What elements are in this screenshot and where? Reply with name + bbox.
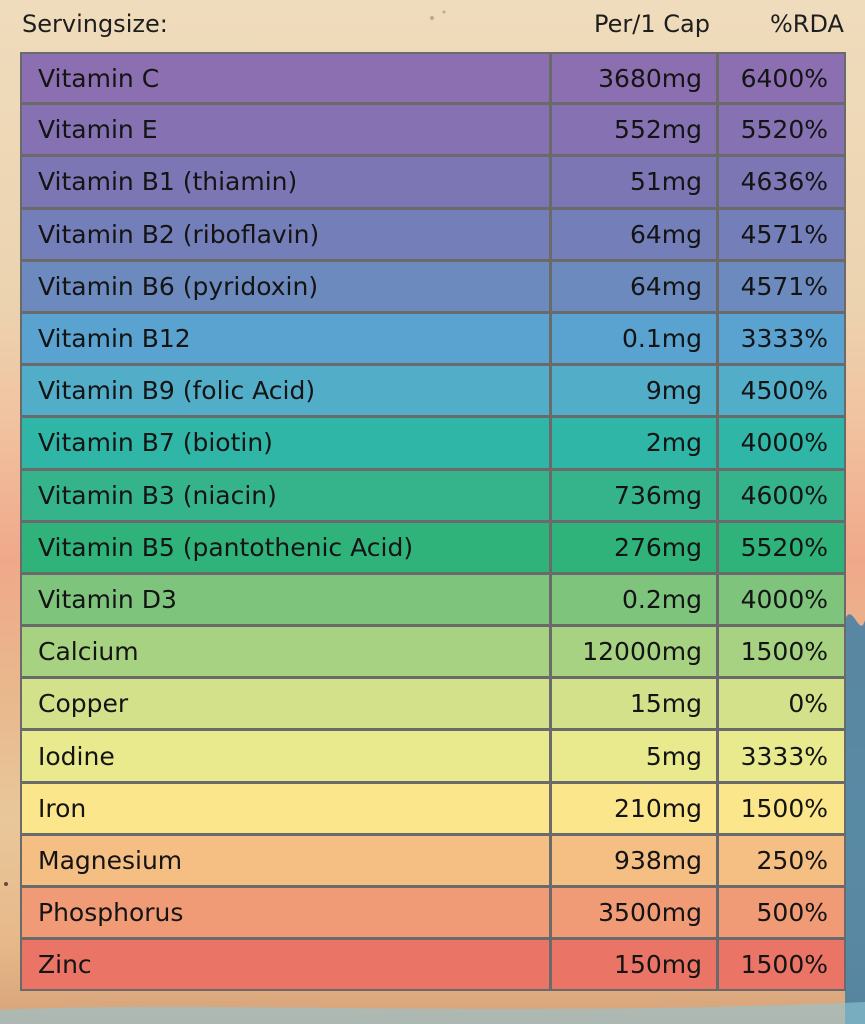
rda-cell: 250% <box>717 833 846 887</box>
per-cap-cell: 12000mg <box>550 625 718 679</box>
table-row: Magnesium 938mg 250% <box>20 833 847 887</box>
table-row: Vitamin B2 (riboflavin) 64mg 4571% <box>20 207 847 261</box>
per-cap-cell: 3680mg <box>550 52 718 105</box>
rda-cell: 1500% <box>717 781 846 835</box>
rda-cell: 5520% <box>717 520 846 574</box>
rda-cell: 4600% <box>717 468 846 522</box>
nutrient-table: Vitamin C 3680mg 6400% Vitamin E 552mg 5520% V… <box>20 52 847 992</box>
table-row: Phosphorus 3500mg 500% <box>20 886 847 940</box>
per-cap-cell: 210mg <box>550 781 718 835</box>
nutrient-name-cell: Vitamin B1 (thiamin) <box>20 155 551 209</box>
rda-cell: 4571% <box>717 259 846 313</box>
rda-cell: 5520% <box>717 103 846 157</box>
per-cap-cell: 552mg <box>550 103 718 157</box>
table-row: Vitamin B12 0.1mg 3333% <box>20 311 847 366</box>
table-row: Vitamin B7 (biotin) 2mg 4000% <box>20 416 847 470</box>
serving-size-label: Servingsize: <box>22 10 168 38</box>
per-cap-cell: 5mg <box>550 729 718 783</box>
table-row: Vitamin C 3680mg 6400% <box>20 52 847 105</box>
table-row: Vitamin B9 (folic Acid) 9mg 4500% <box>20 364 847 418</box>
per-cap-cell: 276mg <box>550 520 718 574</box>
nutrient-name-cell: Zinc <box>20 938 551 992</box>
rda-cell: 0% <box>717 677 846 731</box>
table-row: Vitamin B6 (pyridoxin) 64mg 4571% <box>20 259 847 313</box>
nutrient-name-cell: Vitamin B2 (riboflavin) <box>20 207 551 261</box>
table-row: Zinc 150mg 1500% <box>20 938 847 992</box>
nutrient-name-cell: Vitamin B3 (niacin) <box>20 468 551 522</box>
teal-hill-shape <box>845 614 865 1024</box>
nutrient-name-cell: Vitamin B6 (pyridoxin) <box>20 259 551 313</box>
table-row: Vitamin B5 (pantothenic Acid) 276mg 5520% <box>20 520 847 574</box>
rda-cell: 4500% <box>717 364 846 418</box>
per-cap-cell: 0.2mg <box>550 572 718 627</box>
per-cap-cell: 150mg <box>550 938 718 992</box>
nutrient-name-cell: Vitamin C <box>20 52 551 105</box>
bottom-wave-shape <box>0 1002 865 1024</box>
nutrient-name-cell: Iodine <box>20 729 551 783</box>
per-cap-header: Per/1 Cap <box>594 10 710 38</box>
table-row: Vitamin B1 (thiamin) 51mg 4636% <box>20 155 847 209</box>
nutrient-name-cell: Calcium <box>20 625 551 679</box>
rda-cell: 4571% <box>717 207 846 261</box>
table-header: Servingsize: Per/1 Cap %RDA <box>0 0 865 52</box>
rda-cell: 1500% <box>717 938 846 992</box>
rda-cell: 3333% <box>717 729 846 783</box>
table-row: Calcium 12000mg 1500% <box>20 625 847 679</box>
per-cap-cell: 3500mg <box>550 886 718 940</box>
rda-cell: 4000% <box>717 572 846 627</box>
per-cap-cell: 2mg <box>550 416 718 470</box>
rda-header: %RDA <box>770 10 844 38</box>
rda-cell: 500% <box>717 886 846 940</box>
per-cap-cell: 0.1mg <box>550 311 718 366</box>
per-cap-cell: 64mg <box>550 259 718 313</box>
rda-cell: 4636% <box>717 155 846 209</box>
nutrient-name-cell: Vitamin B12 <box>20 311 551 366</box>
rda-cell: 1500% <box>717 625 846 679</box>
per-cap-cell: 938mg <box>550 833 718 887</box>
nutrient-name-cell: Copper <box>20 677 551 731</box>
nutrient-name-cell: Vitamin B9 (folic Acid) <box>20 364 551 418</box>
nutrient-name-cell: Vitamin E <box>20 103 551 157</box>
table-row: Iodine 5mg 3333% <box>20 729 847 783</box>
table-row: Vitamin E 552mg 5520% <box>20 103 847 157</box>
table-row: Vitamin B3 (niacin) 736mg 4600% <box>20 468 847 522</box>
rda-cell: 6400% <box>717 52 846 105</box>
per-cap-cell: 64mg <box>550 207 718 261</box>
per-cap-cell: 736mg <box>550 468 718 522</box>
nutrient-name-cell: Iron <box>20 781 551 835</box>
nutrient-name-cell: Vitamin D3 <box>20 572 551 627</box>
nutrient-name-cell: Vitamin B7 (biotin) <box>20 416 551 470</box>
per-cap-cell: 9mg <box>550 364 718 418</box>
table-row: Iron 210mg 1500% <box>20 781 847 835</box>
nutrient-name-cell: Phosphorus <box>20 886 551 940</box>
nutrient-name-cell: Vitamin B5 (pantothenic Acid) <box>20 520 551 574</box>
nutrient-name-cell: Magnesium <box>20 833 551 887</box>
per-cap-cell: 15mg <box>550 677 718 731</box>
table-row: Vitamin D3 0.2mg 4000% <box>20 572 847 627</box>
rda-cell: 3333% <box>717 311 846 366</box>
table-row: Copper 15mg 0% <box>20 677 847 731</box>
rda-cell: 4000% <box>717 416 846 470</box>
per-cap-cell: 51mg <box>550 155 718 209</box>
